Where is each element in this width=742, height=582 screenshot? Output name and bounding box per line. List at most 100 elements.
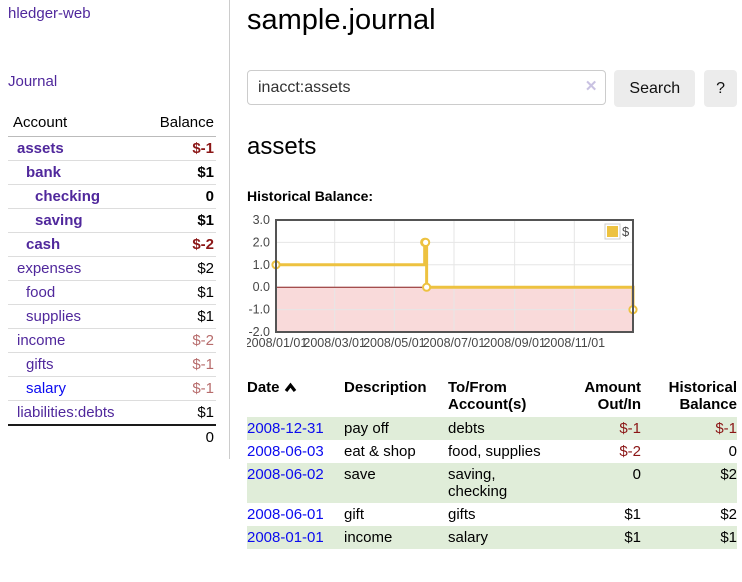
plot-border xyxy=(275,219,634,333)
transaction-balance: $1 xyxy=(641,526,737,549)
accounts-col-balance: Balance xyxy=(140,111,216,137)
legend-swatch xyxy=(607,226,618,237)
x-tick-label: 2008/05/01 xyxy=(363,336,426,350)
transaction-amount: $1 xyxy=(561,526,641,549)
brand: hledger-web xyxy=(8,5,221,22)
sort-up-icon xyxy=(284,380,297,397)
brand-link[interactable]: hledger-web xyxy=(8,5,91,22)
register-col-amount: Amount Out/In xyxy=(584,379,641,413)
transaction-amount: $-1 xyxy=(561,417,641,440)
transaction-date-link[interactable]: 2008-12-31 xyxy=(247,420,324,437)
register-header-row: Date Description To/From Account(s) Amou… xyxy=(247,377,737,417)
register-table: Date Description To/From Account(s) Amou… xyxy=(247,377,737,549)
account-balance: 0 xyxy=(140,184,216,209)
account-link-food[interactable]: food xyxy=(26,284,56,301)
account-link-assets[interactable]: assets xyxy=(17,140,64,157)
account-balance: $1 xyxy=(140,304,216,329)
accounts-total-row: 0 xyxy=(8,424,216,449)
account-balance: $-1 xyxy=(140,376,216,401)
historical-balance-chart: 3.0 2.0 1.0 0.0 -1.0 -2.02008/01/012008/03/01… xyxy=(245,213,638,350)
account-row: liabilities:debts $1 xyxy=(8,400,216,425)
accounts-table-body: assets $-1 bank $1 checking 0 saving $1 cash $-2 e… xyxy=(8,136,216,425)
data-point-marker xyxy=(421,237,431,247)
transaction-date-link[interactable]: 2008-01-01 xyxy=(247,529,324,546)
transaction-balance: $2 xyxy=(641,463,737,503)
transaction-accounts: gifts xyxy=(448,506,476,523)
account-balance: $-1 xyxy=(140,136,216,161)
register-col-balance: Historical Balance xyxy=(668,379,737,413)
search-button[interactable]: Search xyxy=(614,70,696,107)
account-link-cash[interactable]: cash xyxy=(26,236,61,253)
account-link-bank[interactable]: bank xyxy=(26,164,62,181)
account-link-salary[interactable]: salary xyxy=(26,380,67,397)
x-tick-label: 2008/07/01 xyxy=(423,336,486,350)
y-tick-label: 0.0 xyxy=(253,280,270,294)
transaction-amount: 0 xyxy=(561,463,641,503)
y-tick-label: 2.0 xyxy=(253,235,270,249)
transaction-amount: $-2 xyxy=(619,443,641,460)
transaction-date-link[interactable]: 2008-06-02 xyxy=(247,466,324,483)
sidebar-nav: Journal xyxy=(8,73,221,90)
transaction-description: eat & shop xyxy=(344,443,416,460)
account-link-income[interactable]: income xyxy=(17,332,66,349)
transaction-description: gift xyxy=(344,506,365,523)
y-tick-label: 3.0 xyxy=(253,213,270,227)
account-link-checking[interactable]: checking xyxy=(35,188,101,205)
account-row: bank $1 xyxy=(8,160,216,185)
account-balance: $1 xyxy=(140,160,216,185)
clear-search-icon[interactable]: ✕ xyxy=(584,78,598,95)
account-link-saving[interactable]: saving xyxy=(35,212,83,229)
transaction-balance: $-1 xyxy=(641,417,737,440)
app-window: hledger-web Journal Account Balance asse… xyxy=(8,0,741,569)
account-link-gifts[interactable]: gifts xyxy=(26,356,54,373)
transaction-date-link[interactable]: 2008-06-01 xyxy=(247,506,324,523)
x-tick-label: 2008/09/01 xyxy=(483,336,546,350)
account-row: saving $1 xyxy=(8,208,216,233)
register-row: 2008-06-03 eat & shop food, supplies $-2 0 xyxy=(247,440,737,463)
transaction-balance: 0 xyxy=(728,443,737,460)
y-tick-label: 1.0 xyxy=(253,258,270,272)
account-balance: $1 xyxy=(140,400,216,425)
account-row: food $1 xyxy=(8,280,216,305)
register-row: 2008-12-31 pay off debts $-1 $-1 xyxy=(247,417,737,440)
nav-journal-link[interactable]: Journal xyxy=(8,73,58,90)
main-content: sample.journal ✕ Search ? assets Histori… xyxy=(230,0,741,569)
x-tick-label: 2008/11/01 xyxy=(543,336,605,350)
account-balance: $1 xyxy=(140,208,216,233)
transaction-accounts: debts xyxy=(448,417,561,440)
transaction-description: pay off xyxy=(344,417,448,440)
transaction-amount: $1 xyxy=(624,506,641,523)
account-row: cash $-2 xyxy=(8,232,216,257)
register-col-description: Description xyxy=(344,379,427,396)
accounts-total-spacer xyxy=(8,424,141,449)
account-row: supplies $1 xyxy=(8,304,216,329)
search-input[interactable] xyxy=(247,70,607,105)
x-tick-label: 2008/01/01 xyxy=(247,336,307,350)
account-link-liabilities-debts[interactable]: liabilities:debts xyxy=(17,404,115,421)
account-row: salary $-1 xyxy=(8,376,216,401)
transaction-date-link[interactable]: 2008-06-03 xyxy=(247,443,324,460)
account-row: assets $-1 xyxy=(8,136,216,161)
account-link-supplies[interactable]: supplies xyxy=(26,308,82,325)
accounts-col-account: Account xyxy=(8,111,141,137)
data-point-marker xyxy=(422,282,432,292)
register-col-accounts: To/From Account(s) xyxy=(448,379,527,413)
accounts-table: Account Balance assets $-1 bank $1 checking 0… xyxy=(8,111,216,449)
account-link-expenses[interactable]: expenses xyxy=(17,260,82,277)
account-balance: $-2 xyxy=(140,328,216,353)
y-tick-label: -2.0 xyxy=(248,325,270,339)
account-row: gifts $-1 xyxy=(8,352,216,377)
accounts-header-row: Account Balance xyxy=(8,111,216,137)
accounts-total-value: 0 xyxy=(140,424,216,449)
register-row: 2008-01-01 income salary $1 $1 xyxy=(247,526,737,549)
register-row: 2008-06-01 gift gifts $1 $2 xyxy=(247,503,737,526)
account-heading: assets xyxy=(247,133,317,160)
transaction-accounts: saving, checking xyxy=(448,463,561,503)
transaction-accounts: food, supplies xyxy=(448,443,541,460)
register-col-date[interactable]: Date xyxy=(247,377,344,417)
page-title: sample.journal xyxy=(247,4,436,36)
transaction-accounts: salary xyxy=(448,526,561,549)
account-balance: $2 xyxy=(140,256,216,281)
help-button[interactable]: ? xyxy=(704,70,737,107)
account-row: expenses $2 xyxy=(8,256,216,281)
